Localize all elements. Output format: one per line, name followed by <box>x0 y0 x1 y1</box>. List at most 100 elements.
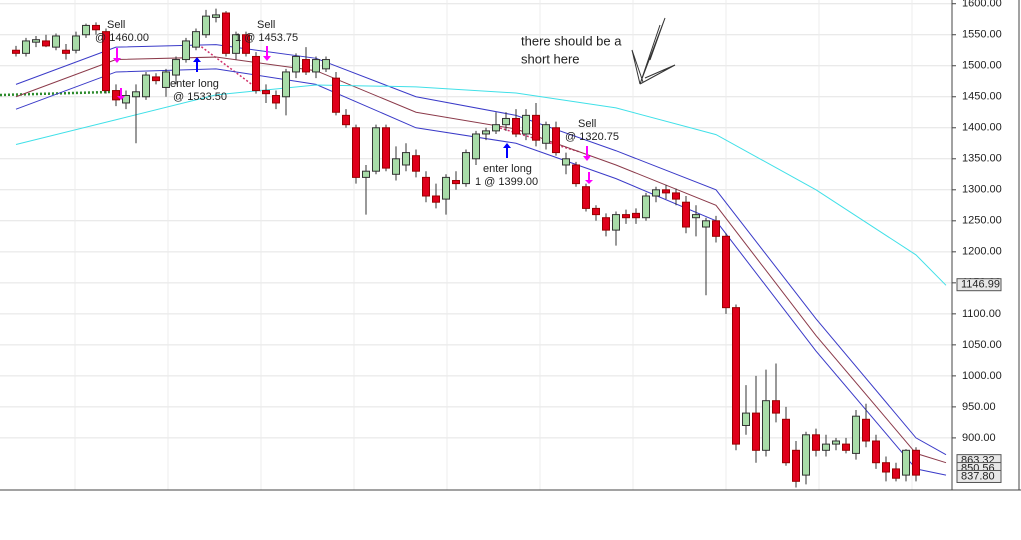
candle-body <box>192 31 200 48</box>
price-marker <box>956 469 1002 483</box>
candle-body <box>162 71 170 88</box>
candle-body <box>712 220 720 237</box>
candle-body <box>702 220 710 228</box>
candle-body <box>12 49 20 54</box>
candle-body <box>892 468 900 479</box>
candle-body <box>612 214 620 231</box>
candle-body <box>132 91 140 98</box>
candle-body <box>882 462 890 473</box>
annotation: Sell <box>578 118 596 130</box>
sell-arrow <box>113 48 121 63</box>
candle-body <box>672 192 680 200</box>
sell-arrow <box>263 46 271 61</box>
candle-body <box>362 170 370 178</box>
candle-body <box>392 158 400 175</box>
grid <box>0 0 952 490</box>
candle-body <box>412 155 420 172</box>
annotation: 1 @ 1453.75 <box>235 32 298 44</box>
candle-body <box>532 114 540 141</box>
candle-body <box>372 127 380 172</box>
candle-body <box>302 59 310 73</box>
candle-body <box>812 434 820 451</box>
candle-body <box>292 55 300 73</box>
candle-body <box>422 176 430 197</box>
candle-body <box>142 74 150 98</box>
candle-body <box>452 179 460 185</box>
candle-body <box>652 189 660 197</box>
note: there should be a <box>521 33 622 48</box>
candle-body <box>72 35 80 51</box>
candle-body <box>592 207 600 216</box>
candle-body <box>572 164 580 185</box>
candle-body <box>602 217 610 231</box>
band-line <box>15 68 947 476</box>
y-tick-label: 1500.00 <box>962 60 1002 72</box>
candle-body <box>662 189 670 194</box>
buy-arrow <box>503 143 511 158</box>
signal-arrows <box>113 46 593 184</box>
candle-body <box>92 24 100 31</box>
candle-body <box>522 114 530 135</box>
annotation: enter long <box>483 163 532 175</box>
candle-body <box>912 449 920 476</box>
candle-body <box>472 133 480 160</box>
candle-body <box>122 95 130 104</box>
exit-arrow <box>585 172 593 184</box>
candle-body <box>772 400 780 414</box>
candle-body <box>312 59 320 73</box>
candle-body <box>442 176 450 200</box>
candle-body <box>752 412 760 451</box>
candle-body <box>82 24 90 36</box>
sketch <box>631 17 676 85</box>
candle-body <box>542 124 550 144</box>
buy-arrow <box>193 57 201 72</box>
candle-body <box>252 55 260 92</box>
candle-body <box>692 214 700 219</box>
candle-body <box>182 40 190 61</box>
candle-body <box>632 212 640 219</box>
candle-body <box>172 59 180 76</box>
y-tick-label: 1100.00 <box>962 308 1001 320</box>
band-line <box>15 56 947 464</box>
candle-body <box>322 59 330 70</box>
annotation: @ 1460.00 <box>95 32 149 44</box>
candle-body <box>582 186 590 209</box>
candle-body <box>622 214 630 219</box>
candle-body <box>212 14 220 18</box>
band-line <box>15 44 947 456</box>
annotation: Sell <box>107 19 125 31</box>
candle-body <box>552 127 560 154</box>
candle-body <box>462 152 470 185</box>
candle-body <box>642 195 650 219</box>
candle-body <box>562 158 570 166</box>
price-marker <box>956 278 1002 292</box>
candle-body <box>282 71 290 98</box>
candle-body <box>342 114 350 126</box>
annotation: 1 @ 1399.00 <box>475 176 538 188</box>
candle-body <box>722 235 730 309</box>
candle-body <box>852 415 860 454</box>
candle-body <box>732 307 740 445</box>
candle-body <box>762 400 770 451</box>
candle-body <box>402 152 410 166</box>
candle-body <box>832 440 840 445</box>
candle-body <box>32 39 40 43</box>
price-marker-label: 1146.99 <box>961 279 1000 291</box>
candle-body <box>872 440 880 464</box>
sell-arrow <box>583 146 591 161</box>
candle-body <box>242 34 250 54</box>
candle-body <box>222 12 230 54</box>
hand-drawn-arrow <box>631 17 676 85</box>
y-tick-label: 1050.00 <box>962 339 1002 351</box>
candle-body <box>272 95 280 104</box>
candle-body <box>232 34 240 54</box>
band-line <box>15 84 947 286</box>
price-marker-label: 837.80 <box>961 470 995 482</box>
candle-body <box>862 418 870 442</box>
annotation: @ 1320.75 <box>565 131 619 143</box>
candle-body <box>152 76 160 82</box>
candle-body <box>502 117 510 126</box>
candle-body <box>482 130 490 135</box>
y-tick-label: 1350.00 <box>962 153 1002 165</box>
candles <box>12 8 920 488</box>
